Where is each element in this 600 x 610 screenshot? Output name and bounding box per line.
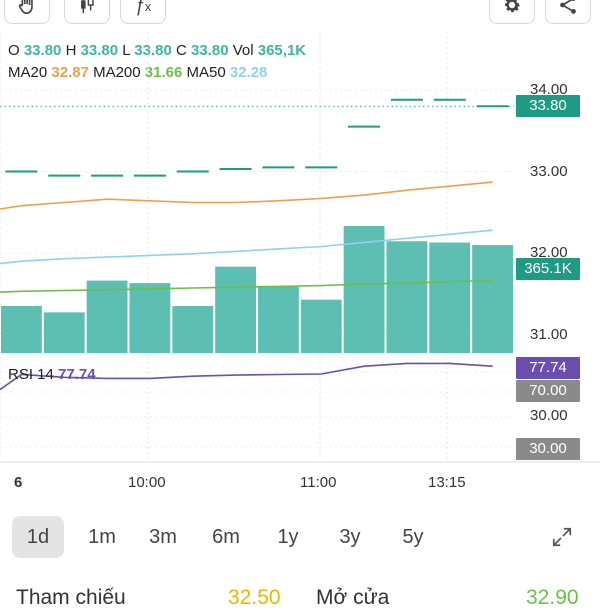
price-tick-31: 31.00	[530, 326, 568, 343]
open-label: O	[8, 42, 20, 59]
ma50-label: MA50	[186, 64, 226, 81]
ma20-label: MA20	[8, 64, 48, 81]
volume-label: Vol	[232, 42, 254, 59]
volume-bar-9	[386, 241, 428, 353]
high-label: H	[65, 42, 77, 59]
volume-bar-11	[472, 245, 513, 353]
time-label-day: 6	[14, 474, 23, 491]
ma50-value: 32.28	[229, 64, 268, 81]
price-tick-33: 33.00	[530, 163, 568, 180]
open-value: 33.80	[23, 42, 62, 59]
rsi-overbought-badge: 70.00	[516, 380, 580, 402]
ma200-line	[0, 279, 493, 293]
price-tick-32: 32.00	[530, 244, 568, 261]
expand-icon	[552, 527, 572, 547]
rsi-line-path	[0, 362, 493, 391]
share-icon	[560, 0, 576, 14]
ma20-value: 32.87	[51, 64, 89, 81]
fullscreen-button[interactable]	[540, 516, 584, 558]
price-chart[interactable]	[0, 0, 600, 465]
low-value: 33.80	[134, 42, 172, 59]
range-1d[interactable]: 1d	[12, 516, 64, 558]
ma200-value: 31.66	[144, 64, 183, 81]
range-3y[interactable]: 3y	[339, 526, 361, 548]
rsi-tick-30: 30.00	[530, 407, 568, 424]
range-5y[interactable]: 5y	[402, 526, 424, 548]
candlestick-type-button[interactable]	[64, 0, 110, 24]
volume-bar-4	[172, 306, 214, 353]
range-1m[interactable]: 1m	[88, 526, 116, 548]
candlestick-icon	[81, 0, 94, 14]
volume-bar-6	[258, 286, 299, 353]
range-1y[interactable]: 1y	[277, 526, 299, 548]
ohlc-legend: O 33.80 H 33.80 L 33.80 C 33.80 Vol 365,…	[8, 42, 306, 59]
ref-label: Tham chiếu	[16, 586, 126, 609]
gear-icon	[505, 0, 520, 13]
volume-bar-10	[429, 242, 471, 353]
rsi-badge: 77.74	[516, 357, 580, 379]
share-button[interactable]	[545, 0, 591, 24]
volume-value: 365,1K	[257, 42, 307, 59]
rsi-oversold-badge: 30.00	[516, 438, 580, 460]
high-value: 33.80	[80, 42, 119, 59]
range-6m[interactable]: 6m	[212, 526, 240, 548]
range-selector: 1d 1m 3m 6m 1y 3y 5y	[0, 512, 600, 562]
volume-bar-3	[129, 283, 171, 353]
volume-bar-8	[343, 226, 385, 353]
volume-bar-0	[1, 306, 42, 353]
time-label-1315: 13:15	[428, 474, 466, 491]
indicator-button[interactable]: ƒx	[120, 0, 166, 24]
settings-button[interactable]	[489, 0, 535, 24]
ma-legend: MA20 32.87 MA200 31.66 MA50 32.28	[8, 64, 267, 81]
ma200-label: MA200	[93, 64, 141, 81]
rsi-value: 77.74	[58, 366, 96, 383]
volume-bar-5	[215, 266, 256, 353]
price-tick-34: 34.00	[530, 81, 568, 98]
close-label: C	[175, 42, 187, 59]
time-label-1100: 11:00	[300, 474, 337, 491]
volume-bar-7	[300, 299, 342, 353]
close-value: 33.80	[191, 42, 229, 59]
rsi-legend: RSI 14 77.74	[8, 366, 96, 383]
rsi-label: RSI 14	[8, 366, 54, 383]
time-label-1000: 10:00	[128, 474, 166, 491]
range-3m[interactable]: 3m	[149, 526, 177, 548]
ma20-line	[0, 181, 493, 210]
hand-tool-button[interactable]	[4, 0, 50, 24]
open-price-value: 32.90	[526, 586, 579, 609]
current-price-badge: 33.80	[516, 95, 580, 117]
ma50-line	[0, 229, 493, 265]
ref-value: 32.50	[228, 586, 281, 609]
open-price-label: Mở cửa	[316, 586, 390, 609]
volume-bar-2	[86, 280, 128, 353]
function-icon: ƒx	[134, 0, 152, 15]
volume-bar-1	[43, 312, 85, 353]
low-label: L	[122, 42, 131, 59]
volume-badge: 365.1K	[516, 258, 580, 280]
